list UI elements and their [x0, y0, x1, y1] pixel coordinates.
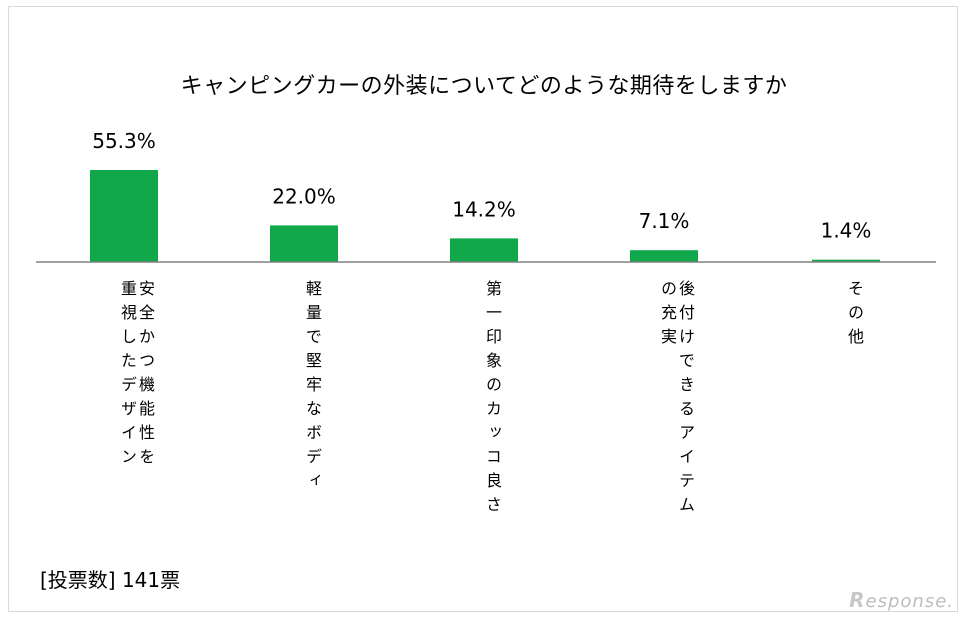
value-label-1: 55.3%: [92, 129, 156, 153]
votes-count: [投票数] 141票: [40, 568, 181, 592]
value-label-4: 7.1%: [639, 209, 690, 233]
value-label-2: 22.0%: [272, 184, 336, 208]
category-label-2: 軽量で堅牢なボディ: [303, 280, 322, 496]
value-label-5: 1.4%: [821, 219, 872, 243]
brand-logo-mark: R: [849, 588, 866, 612]
bar-1: [90, 170, 158, 262]
category-label-3: 第一印象のカッコ良さ: [483, 280, 502, 520]
bar-group: [90, 170, 880, 262]
bar-4: [630, 250, 698, 262]
chart-title: キャンピングカーの外装についてどのような期待をしますか: [180, 74, 788, 99]
bar-2: [270, 225, 338, 262]
category-label-1: 安全かつ機能性を 重視したデザイン: [118, 280, 155, 472]
bar-5: [812, 259, 880, 262]
brand-logo: Response.: [849, 588, 954, 612]
category-label-4: 後付けできるアイテム の充実: [658, 280, 695, 520]
chart-frame: [8, 6, 958, 612]
bar-plot: 55.3% 22.0% 14.2% 7.1% 1.4%: [36, 129, 936, 263]
brand-logo-text: esponse.: [865, 591, 954, 612]
value-label-3: 14.2%: [452, 197, 516, 221]
category-label-5: その他: [845, 280, 864, 352]
bar-3: [450, 238, 518, 262]
value-label-group: 55.3% 22.0% 14.2% 7.1% 1.4%: [92, 129, 871, 243]
